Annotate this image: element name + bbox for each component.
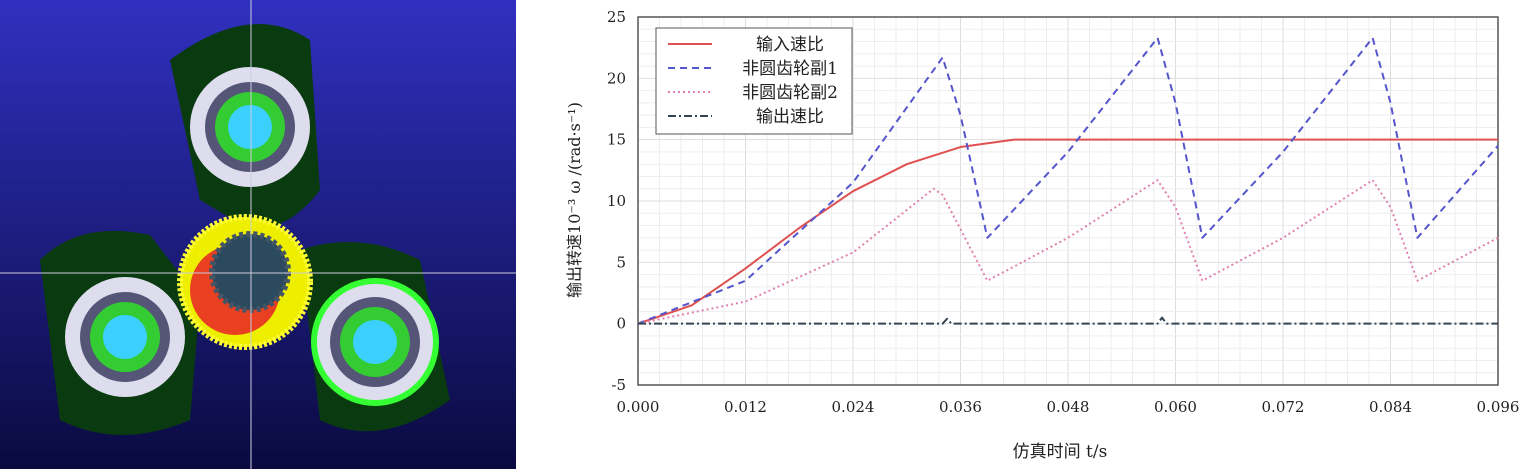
x-axis-label: 仿真时间 t/s bbox=[1013, 442, 1108, 462]
x-tick-label: 0.084 bbox=[1369, 398, 1412, 416]
gear-simulation-view bbox=[0, 0, 516, 469]
sun-gear bbox=[177, 214, 313, 350]
x-tick-label: 0.024 bbox=[832, 398, 875, 416]
y-tick-label: -5 bbox=[611, 376, 626, 394]
y-tick-label: 15 bbox=[607, 131, 626, 149]
y-tick-label: 10 bbox=[607, 192, 626, 210]
legend-label: 输出速比 bbox=[756, 107, 824, 127]
x-tick-label: 0.036 bbox=[939, 398, 982, 416]
planet-gear-right bbox=[300, 242, 450, 432]
x-tick-label: 0.096 bbox=[1477, 398, 1520, 416]
y-tick-label: 0 bbox=[616, 315, 626, 333]
legend-label: 非圆齿轮副2 bbox=[742, 83, 838, 103]
series-line-4 bbox=[638, 316, 1498, 325]
y-axis-label: 输出转速10⁻³ ω /(rad·s⁻¹) bbox=[565, 102, 584, 298]
x-tick-label: 0.048 bbox=[1047, 398, 1090, 416]
velocity-chart: 0.000 0.012 0.024 0.036 0.048 0.060 0.072 0.084… bbox=[565, 8, 1520, 462]
x-tick-label: 0.012 bbox=[724, 398, 767, 416]
series-line-3 bbox=[637, 179, 1499, 325]
planet-gear-top bbox=[170, 24, 320, 230]
x-tick-label: 0.060 bbox=[1154, 398, 1197, 416]
x-tick-label: 0.072 bbox=[1262, 398, 1305, 416]
legend-label: 输入速比 bbox=[756, 35, 824, 55]
series-line-2 bbox=[637, 36, 1499, 325]
y-tick-label: 5 bbox=[616, 253, 626, 271]
planet-gear-left bbox=[40, 230, 200, 435]
x-tick-label: 0.000 bbox=[617, 398, 660, 416]
plot-frame bbox=[637, 16, 1499, 386]
y-tick-label: 20 bbox=[607, 69, 626, 87]
y-tick-label: 25 bbox=[607, 8, 626, 26]
legend-label: 非圆齿轮副1 bbox=[742, 59, 838, 79]
series-line-1 bbox=[637, 138, 1498, 325]
